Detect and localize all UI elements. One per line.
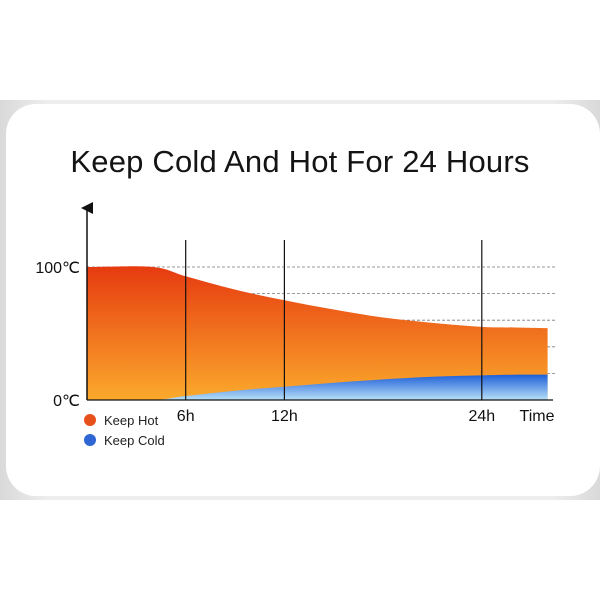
y-tick-label: 100℃ bbox=[35, 260, 80, 277]
legend: Keep Hot Keep Cold bbox=[84, 410, 165, 450]
chart-title: Keep Cold And Hot For 24 Hours bbox=[70, 144, 530, 179]
legend-item-keep-hot: Keep Hot bbox=[84, 410, 165, 430]
x-axis-label: Time bbox=[520, 408, 555, 425]
x-tick-label: 24h bbox=[468, 408, 495, 425]
area-series bbox=[87, 266, 548, 401]
legend-item-keep-cold: Keep Cold bbox=[84, 430, 165, 450]
legend-label-keep-cold: Keep Cold bbox=[104, 432, 165, 448]
keep-hot-swatch bbox=[84, 414, 96, 426]
keep-cold-swatch bbox=[84, 434, 96, 446]
x-tick-label: 6h bbox=[177, 408, 195, 425]
x-tick-label: 12h bbox=[271, 408, 298, 425]
keep-hot-area bbox=[87, 266, 548, 400]
axis-labels: 0℃ 100℃ 6h 12h 24h Time bbox=[35, 260, 554, 425]
keep-cold-area bbox=[87, 374, 548, 401]
y-tick-label: 0℃ bbox=[53, 393, 80, 410]
legend-label-keep-hot: Keep Hot bbox=[104, 412, 159, 428]
axes bbox=[81, 202, 553, 401]
